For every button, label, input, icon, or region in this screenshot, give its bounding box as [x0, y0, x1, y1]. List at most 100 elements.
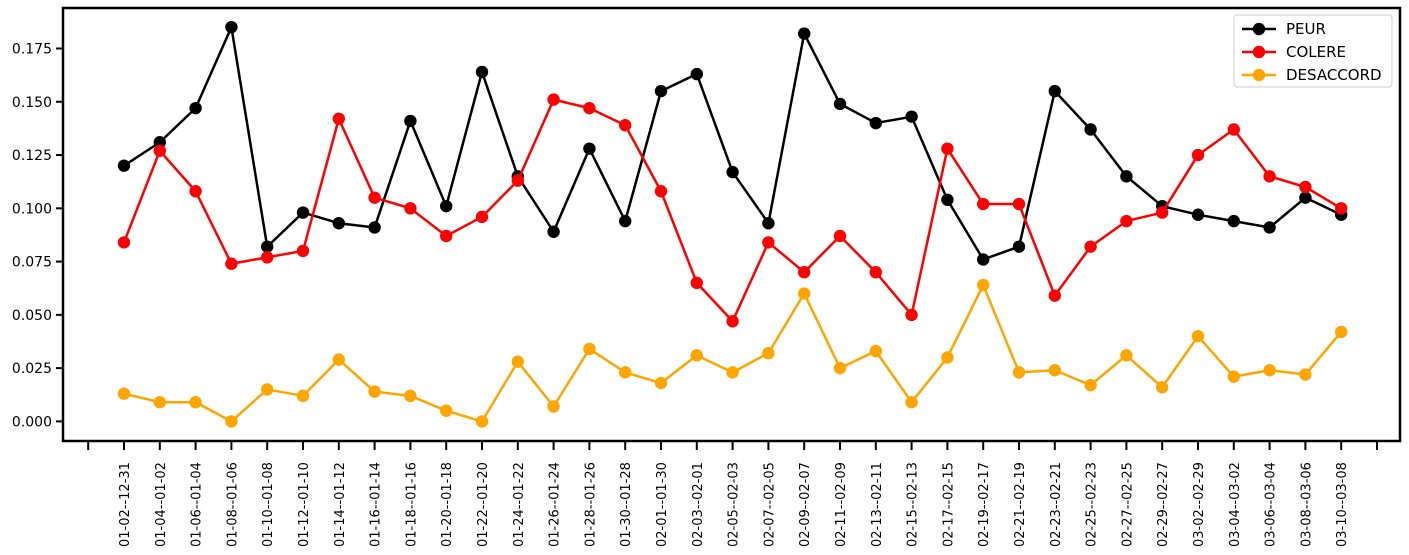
- data-point: [547, 93, 560, 106]
- x-tick-label: 02-05--02-03: [727, 462, 742, 547]
- data-point: [1048, 364, 1062, 377]
- data-point: [117, 387, 131, 400]
- series-layer: [117, 20, 1348, 428]
- data-point: [296, 244, 310, 258]
- x-tick-label: 03-06--03-04: [1264, 462, 1279, 547]
- data-point: [583, 101, 596, 115]
- data-point: [261, 251, 274, 264]
- x-tick-label: 01-12--01-10: [297, 462, 312, 547]
- data-point: [1191, 329, 1205, 343]
- data-point: [332, 112, 345, 126]
- data-point: [869, 116, 882, 130]
- legend: PEUR COLERE DESACCORD: [1233, 14, 1393, 88]
- x-tick-label: 03-10--03-08: [1335, 462, 1350, 547]
- x-tick-label: 01-28--01-26: [583, 462, 598, 547]
- data-point: [905, 396, 918, 409]
- data-point: [1263, 170, 1276, 183]
- data-point: [225, 20, 238, 34]
- data-point: [798, 27, 811, 40]
- data-point: [1084, 123, 1097, 136]
- data-point: [1227, 214, 1241, 228]
- data-point: [189, 396, 202, 409]
- data-point: [726, 366, 739, 379]
- x-tick-label: 01-06--01-04: [190, 462, 205, 547]
- y-tick-label: 0.175: [12, 41, 52, 57]
- data-point: [1335, 325, 1348, 339]
- x-tick-label: 02-03--02-01: [691, 462, 706, 547]
- data-point: [869, 344, 882, 358]
- x-tick-label: 01-14--01-12: [333, 462, 348, 547]
- data-point: [619, 366, 632, 379]
- data-point: [619, 118, 632, 132]
- data-point: [1012, 366, 1026, 379]
- data-point: [726, 165, 739, 179]
- x-tick-label: 02-25--02-23: [1085, 462, 1100, 547]
- data-point: [153, 136, 166, 149]
- data-point: [941, 351, 954, 364]
- x-tick-label: 02-11--02-09: [834, 462, 849, 547]
- data-point: [225, 257, 238, 270]
- x-tick-label: 02-27--02-25: [1120, 462, 1135, 547]
- data-point: [511, 174, 524, 187]
- data-point: [798, 287, 811, 300]
- x-tick-label: 02-15--02-13: [906, 462, 921, 547]
- x-tick-label: 02-17--02-15: [941, 462, 956, 547]
- data-point: [404, 389, 417, 403]
- data-point: [511, 355, 524, 368]
- data-point: [583, 142, 596, 155]
- x-tick-label: 01-30--01-28: [619, 462, 634, 547]
- data-point: [1084, 378, 1097, 392]
- data-point: [583, 342, 596, 356]
- x-tick-label: 01-16--01-14: [369, 462, 384, 547]
- data-point: [440, 199, 453, 213]
- data-point: [1227, 370, 1241, 383]
- data-point: [475, 210, 489, 224]
- y-tick-label: 0.125: [12, 148, 52, 164]
- data-point: [296, 206, 310, 219]
- x-tick-label: 01-24--01-22: [512, 462, 527, 547]
- legend-marker: [1252, 22, 1266, 36]
- x-tick-label: 03-08--03-06: [1299, 462, 1314, 547]
- y-tick-label: 0.025: [12, 361, 52, 377]
- series-peur: [117, 20, 1348, 266]
- data-point: [1263, 364, 1276, 377]
- data-point: [833, 97, 847, 111]
- data-point: [690, 276, 703, 290]
- data-point: [762, 217, 775, 230]
- data-point: [368, 385, 381, 398]
- data-point: [905, 110, 918, 123]
- data-point: [475, 415, 489, 428]
- y-tick-label: 0.000: [12, 414, 52, 430]
- data-point: [153, 144, 166, 157]
- data-point: [117, 236, 131, 249]
- legend-label: PEUR: [1286, 20, 1326, 38]
- data-point: [977, 197, 990, 211]
- x-tick-label: 02-23--02-21: [1049, 462, 1064, 547]
- data-point: [1084, 240, 1097, 253]
- data-point: [440, 229, 453, 243]
- x-tick-label: 01-08--01-06: [225, 462, 240, 547]
- y-axis: 0.000 0.025 0.050 0.075 0.100 0.125 0.150 0.175: [12, 41, 63, 430]
- legend-item-colere: COLERE: [1242, 43, 1346, 61]
- x-tick-label: 02-29--02-27: [1156, 462, 1171, 547]
- legend-marker: [1252, 45, 1266, 59]
- data-point: [1156, 381, 1169, 394]
- x-tick-label: 02-19--02-17: [977, 462, 992, 547]
- plot-frame: [61, 6, 1402, 443]
- x-axis: 01-02--12-31 01-04--01-02 01-06--01-04 01-0…: [87, 441, 1378, 547]
- data-point: [1299, 180, 1312, 194]
- x-tick-label: 02-09--02-07: [798, 462, 813, 547]
- x-tick-label: 01-10--01-08: [261, 462, 276, 547]
- data-point: [1012, 240, 1026, 253]
- data-point: [833, 229, 847, 243]
- data-point: [332, 353, 345, 366]
- x-tick-label: 01-18--01-16: [404, 462, 419, 547]
- data-point: [1299, 191, 1312, 204]
- series-desaccord: [117, 278, 1348, 428]
- x-tick-label: 01-02--12-31: [118, 462, 133, 547]
- legend-label: COLERE: [1286, 43, 1346, 61]
- data-point: [798, 266, 811, 279]
- data-point: [762, 347, 775, 360]
- data-point: [654, 84, 668, 98]
- x-tick-label: 01-20--01-18: [440, 462, 455, 547]
